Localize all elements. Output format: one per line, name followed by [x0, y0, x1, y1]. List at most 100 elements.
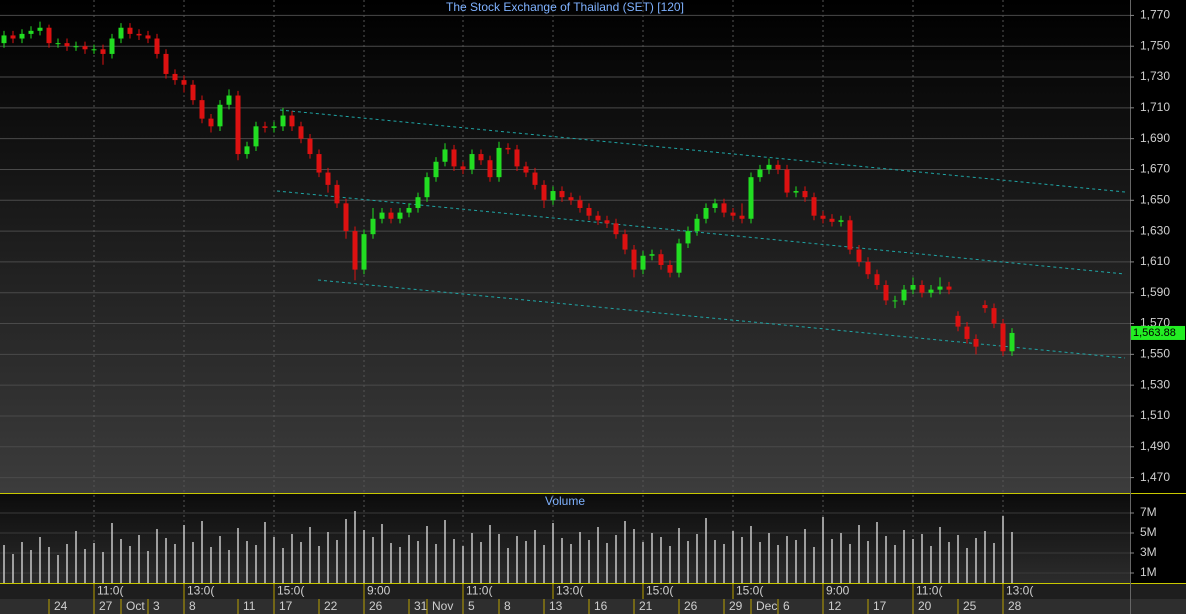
time-label: 15:0( — [736, 584, 763, 598]
candle-body — [1000, 323, 1006, 352]
date-row — [0, 599, 1186, 614]
volume-bar — [480, 542, 482, 583]
candle-body — [352, 231, 358, 270]
candle-body — [613, 223, 619, 235]
candle-body — [136, 33, 142, 36]
candle-body — [442, 149, 448, 162]
volume-bar — [48, 547, 50, 583]
marks — [1, 21, 1015, 583]
volume-bar — [462, 546, 464, 583]
volume-bar — [489, 525, 491, 583]
volume-bar — [795, 540, 797, 583]
volume-bar — [21, 542, 23, 583]
volume-bar — [174, 544, 176, 583]
candle-body — [316, 154, 322, 173]
candle-body — [298, 126, 304, 139]
volume-bar — [426, 526, 428, 583]
candle-body — [604, 220, 610, 224]
volume-bar — [444, 520, 446, 583]
candle-body — [532, 172, 538, 185]
candle-body — [19, 33, 25, 39]
candle-body — [901, 289, 907, 301]
y-tick-label: 1,730 — [1140, 69, 1170, 83]
candle-body — [397, 212, 403, 219]
y-tick-label: 1,590 — [1140, 285, 1170, 299]
volume-bar — [849, 544, 851, 583]
volume-bar — [579, 532, 581, 583]
candle-body — [964, 326, 970, 339]
y2-tick-label: 7M — [1140, 505, 1157, 519]
x-tick-label: 12 — [828, 599, 842, 613]
volume-bar — [453, 539, 455, 583]
x-tick-label: Oct — [126, 599, 145, 613]
volume-bar — [237, 528, 239, 583]
candle-body — [595, 215, 601, 221]
y-tick-label: 1,630 — [1140, 223, 1170, 237]
volume-bar — [363, 530, 365, 583]
candle-body — [109, 38, 115, 54]
candle-body — [946, 286, 952, 290]
candle-body — [793, 191, 799, 193]
y-tick-label: 1,550 — [1140, 347, 1170, 361]
x-tick-label: 3 — [153, 599, 160, 613]
candle-body — [694, 218, 700, 232]
volume-bar — [813, 547, 815, 583]
volume-bar — [282, 548, 284, 583]
volume-bar — [354, 511, 356, 583]
x-tick-label: 20 — [918, 599, 932, 613]
volume-bar — [408, 535, 410, 583]
candle-body — [172, 73, 178, 81]
volume-bar — [228, 550, 230, 583]
candle-body — [280, 115, 286, 127]
volume-bar — [246, 541, 248, 583]
candle-body — [406, 207, 412, 213]
candle-body — [73, 46, 79, 48]
volume-bar — [894, 545, 896, 583]
candle-body — [1009, 332, 1015, 352]
volume-bar — [669, 546, 671, 583]
x-tick-label: 24 — [54, 599, 68, 613]
last-value-label: 1,563.88 — [1133, 327, 1176, 339]
candle-body — [334, 184, 340, 204]
y-tick-label: 1,670 — [1140, 162, 1170, 176]
volume-bar — [201, 521, 203, 583]
volume-bar — [660, 537, 662, 583]
volume-bar — [984, 531, 986, 583]
volume-bar — [876, 522, 878, 583]
candle-body — [100, 49, 106, 54]
volume-bar — [651, 533, 653, 583]
candle-body — [649, 254, 655, 256]
candle-body — [847, 220, 853, 250]
volume-bar — [435, 544, 437, 583]
volume-bar — [822, 517, 824, 583]
candle-body — [631, 249, 637, 270]
candle-body — [469, 154, 475, 170]
volume-bar — [858, 525, 860, 583]
candle-body — [379, 212, 385, 219]
candle-body — [559, 191, 565, 198]
x-tick-label: 27 — [99, 599, 113, 613]
candle-body — [919, 285, 925, 293]
time-label: 15:0( — [277, 584, 304, 598]
candle-body — [64, 43, 70, 47]
candle-body — [46, 27, 52, 44]
volume-bar — [507, 548, 509, 583]
x-tick-label: 17 — [873, 599, 887, 613]
candle-body — [118, 27, 124, 39]
volume-bar — [327, 532, 329, 583]
candle-body — [775, 164, 781, 170]
candle-body — [703, 207, 709, 219]
candle-body — [523, 166, 529, 173]
candle-body — [937, 286, 943, 290]
y2-tick-label: 5M — [1140, 525, 1157, 539]
time-label: 9:00 — [367, 584, 391, 598]
candle-body — [802, 191, 808, 198]
candle-body — [127, 27, 133, 34]
candle-body — [37, 27, 43, 31]
candle-body — [226, 95, 232, 105]
volume-bar — [696, 534, 698, 583]
volume-bar — [309, 527, 311, 583]
volume-bar — [543, 545, 545, 583]
x-tick-label: 25 — [963, 599, 977, 613]
volume-bar — [66, 544, 68, 583]
